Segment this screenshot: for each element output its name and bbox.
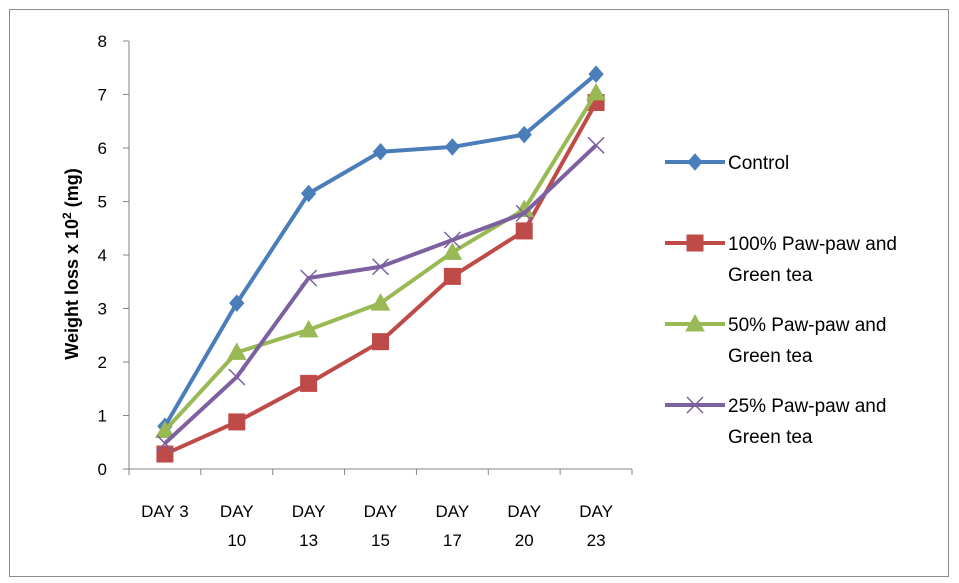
data-point	[228, 368, 246, 386]
legend-label: 25% Paw-paw and Green tea	[728, 396, 886, 448]
legend: Control 100% Paw-paw and Green tea 50% Paw-…	[665, 153, 897, 448]
data-point	[300, 269, 318, 287]
chart-frame: 0 1 2 3 4 5 6 7 8 DAY 3 DAY 10 DAY 13 DAY 15 DAY 17 DAY 20…	[9, 9, 949, 577]
x-tick-label: DAY 3	[141, 502, 189, 521]
data-point	[226, 342, 247, 360]
data-point	[156, 445, 174, 463]
data-point	[587, 136, 605, 154]
legend-item: 100% Paw-paw and Green tea	[665, 234, 897, 286]
y-tick-label: 8	[98, 32, 107, 51]
data-point	[443, 231, 461, 249]
data-point	[300, 184, 317, 203]
legend-marker	[685, 313, 705, 332]
data-point	[588, 65, 604, 83]
series-4	[156, 136, 605, 452]
data-point	[586, 82, 606, 101]
data-point	[372, 142, 389, 161]
y-tick-labels: 0 1 2 3 4 5 6 7 8	[98, 32, 107, 479]
data-point	[372, 333, 389, 351]
data-point	[156, 434, 174, 452]
legend-label: 50% Paw-paw and Green tea	[728, 315, 886, 367]
legend-marker	[687, 153, 703, 171]
series-2	[156, 94, 605, 463]
x-tick-label: DAY 10	[220, 502, 254, 550]
data-point	[370, 293, 391, 311]
x-tick-label: DAY 20	[507, 502, 541, 550]
data-point	[515, 222, 533, 240]
data-point	[515, 204, 533, 222]
y-tick-label: 0	[98, 460, 107, 479]
y-tick-label: 1	[98, 407, 107, 426]
x-tick-label: DAY 23	[579, 502, 613, 550]
data-point	[228, 413, 246, 431]
series-line	[163, 72, 598, 428]
data-point	[516, 125, 532, 144]
axes	[123, 40, 633, 475]
series-3	[155, 82, 606, 438]
legend-item: 50% Paw-paw and Green tea	[665, 313, 886, 367]
y-tick-label: 2	[98, 353, 107, 372]
line-chart: 0 1 2 3 4 5 6 7 8 DAY 3 DAY 10 DAY 13 DAY 15 DAY 17 DAY 20…	[60, 32, 897, 550]
legend-label: Control	[728, 153, 789, 174]
legend-item: Control	[665, 153, 789, 174]
y-axis-label: Weight loss x 102 (mg)	[60, 168, 82, 359]
legend-marker	[686, 234, 704, 252]
y-tick-label: 7	[98, 86, 107, 105]
data-point	[300, 374, 318, 392]
y-tick-label: 5	[98, 193, 107, 212]
data-point	[298, 319, 319, 338]
data-point	[443, 267, 461, 285]
x-tick-label: DAY 15	[364, 502, 398, 550]
series-1	[157, 65, 604, 435]
y-tick-label: 4	[98, 246, 107, 265]
y-tick-label: 3	[98, 300, 107, 319]
data-point	[229, 294, 245, 312]
series-group	[155, 65, 606, 463]
y-tick-label: 6	[98, 139, 107, 158]
data-point	[442, 242, 463, 260]
legend-marker	[686, 396, 704, 414]
x-tick-labels: DAY 3 DAY 10 DAY 13 DAY 15 DAY 17 DAY 20 DAY 23	[141, 502, 613, 550]
data-point	[444, 138, 461, 156]
data-point	[155, 420, 175, 438]
legend-item: 25% Paw-paw and Green tea	[665, 396, 886, 448]
legend-label: 100% Paw-paw and Green tea	[728, 234, 897, 286]
data-point	[371, 258, 390, 276]
x-tick-label: DAY 17	[436, 502, 470, 550]
x-tick-label: DAY 13	[292, 502, 326, 550]
